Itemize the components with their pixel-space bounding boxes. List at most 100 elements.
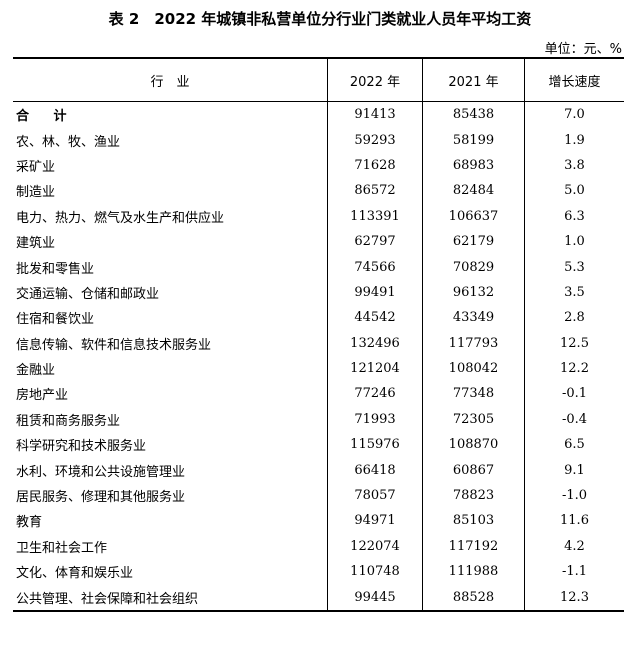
cell-wage-2022: 59293: [327, 127, 423, 153]
cell-wage-2022: 91413: [327, 101, 423, 128]
cell-growth: 12.3: [524, 584, 624, 611]
cell-wage-2021: 82484: [422, 178, 525, 204]
cell-wage-2022: 132496: [327, 330, 423, 356]
cell-industry: 农、林、牧、渔业: [16, 134, 121, 150]
cell-growth: -0.1: [524, 381, 624, 407]
cell-industry: 信息传输、软件和信息技术服务业: [16, 337, 212, 353]
cell-industry: 建筑业: [16, 236, 56, 252]
cell-industry: 合 计: [16, 109, 77, 125]
cell-industry: 交通运输、仓储和邮政业: [16, 286, 160, 302]
table-row: 建筑业 62797 62179 1.0: [13, 228, 624, 255]
cell-industry: 批发和零售业: [16, 261, 95, 277]
cell-industry: 公共管理、社会保障和社会组织: [16, 591, 199, 607]
cell-wage-2021: 58199: [422, 127, 525, 153]
cell-wage-2021: 117793: [422, 330, 525, 356]
cell-wage-2022: 74566: [327, 254, 423, 280]
table-row: 住宿和餐饮业 44542 43349 2.8: [13, 305, 624, 331]
cell-growth: -0.4: [524, 406, 624, 433]
cell-industry: 制造业: [16, 185, 56, 201]
cell-wage-2022: 62797: [327, 228, 423, 255]
cell-growth: 1.9: [524, 127, 624, 153]
cell-wage-2022: 71993: [327, 406, 423, 433]
cell-growth: 3.8: [524, 152, 624, 179]
table-row: 电力、热力、燃气及水生产和供应业 113391 106637 6.3: [13, 203, 624, 229]
table-row: 文化、体育和娱乐业 110748 111988 -1.1: [13, 559, 624, 585]
cell-wage-2022: 78057: [327, 482, 423, 509]
cell-wage-2021: 106637: [422, 203, 525, 229]
cell-growth: 6.3: [524, 203, 624, 229]
cell-wage-2021: 85438: [422, 101, 525, 128]
cell-industry: 电力、热力、燃气及水生产和供应业: [16, 210, 225, 226]
cell-growth: -1.1: [524, 559, 624, 585]
cell-wage-2021: 72305: [422, 406, 525, 433]
cell-wage-2021: 111988: [422, 559, 525, 585]
cell-wage-2021: 70829: [422, 254, 525, 280]
cell-industry: 房地产业: [16, 388, 69, 404]
cell-growth: 7.0: [524, 101, 624, 128]
cell-wage-2021: 96132: [422, 279, 525, 306]
cell-wage-2021: 77348: [422, 381, 525, 407]
table-row: 农、林、牧、渔业 59293 58199 1.9: [13, 127, 624, 153]
cell-wage-2022: 99491: [327, 279, 423, 306]
cell-growth: 6.5: [524, 432, 624, 458]
cell-industry: 金融业: [16, 363, 56, 379]
cell-growth: 11.6: [524, 508, 624, 534]
cell-wage-2021: 68983: [422, 152, 525, 179]
cell-wage-2022: 113391: [327, 203, 423, 229]
table-row: 居民服务、修理和其他服务业 78057 78823 -1.0: [13, 482, 624, 509]
cell-wage-2021: 43349: [422, 305, 525, 331]
cell-wage-2021: 108042: [422, 355, 525, 382]
cell-wage-2021: 85103: [422, 508, 525, 534]
header-row: 行 业 2022 年 2021 年 增长速度: [13, 58, 624, 102]
cell-wage-2022: 71628: [327, 152, 423, 179]
cell-wage-2022: 110748: [327, 559, 423, 585]
cell-growth: 5.0: [524, 178, 624, 204]
cell-industry: 住宿和餐饮业: [16, 312, 95, 328]
cell-wage-2021: 88528: [422, 584, 525, 611]
cell-industry: 租赁和商务服务业: [16, 413, 121, 429]
table-row: 租赁和商务服务业 71993 72305 -0.4: [13, 406, 624, 433]
table-row: 信息传输、软件和信息技术服务业 132496 117793 12.5: [13, 330, 624, 356]
cell-growth: 12.2: [524, 355, 624, 382]
cell-industry: 卫生和社会工作: [16, 540, 108, 556]
wage-table: 行 业 2022 年 2021 年 增长速度 合 计 91413 85438 7.0 农…: [13, 57, 624, 612]
total-row: 合 计 91413 85438 7.0: [13, 101, 624, 128]
header-growth: 增长速度: [524, 58, 624, 102]
cell-wage-2022: 121204: [327, 355, 423, 382]
table-row: 水利、环境和公共设施管理业 66418 60867 9.1: [13, 457, 624, 483]
table-row: 制造业 86572 82484 5.0: [13, 178, 624, 204]
cell-wage-2022: 77246: [327, 381, 423, 407]
cell-wage-2021: 108870: [422, 432, 525, 458]
header-2022: 2022 年: [327, 58, 423, 102]
table-row: 公共管理、社会保障和社会组织 99445 88528 12.3: [13, 584, 624, 611]
cell-industry: 居民服务、修理和其他服务业: [16, 490, 186, 506]
cell-wage-2022: 86572: [327, 178, 423, 204]
header-industry: 行 业: [13, 58, 328, 102]
header-2021: 2021 年: [422, 58, 525, 102]
cell-growth: 12.5: [524, 330, 624, 356]
cell-industry: 采矿业: [16, 159, 56, 175]
cell-industry: 水利、环境和公共设施管理业: [16, 464, 186, 480]
table-row: 交通运输、仓储和邮政业 99491 96132 3.5: [13, 279, 624, 306]
cell-wage-2022: 122074: [327, 533, 423, 560]
table-row: 金融业 121204 108042 12.2: [13, 355, 624, 382]
cell-growth: 4.2: [524, 533, 624, 560]
cell-growth: 2.8: [524, 305, 624, 331]
unit-note: 单位：元、%: [544, 42, 622, 57]
cell-industry: 科学研究和技术服务业: [16, 439, 147, 455]
table-row: 房地产业 77246 77348 -0.1: [13, 381, 624, 407]
cell-industry: 教育: [16, 515, 43, 531]
cell-wage-2021: 62179: [422, 228, 525, 255]
cell-wage-2022: 94971: [327, 508, 423, 534]
cell-wage-2022: 115976: [327, 432, 423, 458]
table-row: 教育 94971 85103 11.6: [13, 508, 624, 534]
cell-growth: -1.0: [524, 482, 624, 509]
cell-wage-2022: 99445: [327, 584, 423, 611]
cell-growth: 5.3: [524, 254, 624, 280]
table-title: 表 2 2022 年城镇非私营单位分行业门类就业人员年平均工资: [108, 10, 532, 28]
cell-growth: 1.0: [524, 228, 624, 255]
cell-wage-2021: 78823: [422, 482, 525, 509]
cell-wage-2021: 117192: [422, 533, 525, 560]
table-row: 批发和零售业 74566 70829 5.3: [13, 254, 624, 280]
cell-growth: 9.1: [524, 457, 624, 483]
